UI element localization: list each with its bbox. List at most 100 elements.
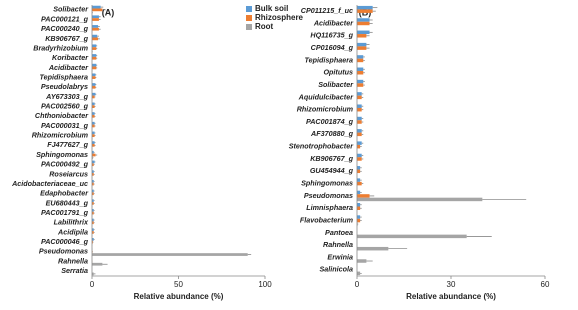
bar xyxy=(92,272,94,276)
category-label: Pseudolabrys xyxy=(41,82,88,91)
bar xyxy=(92,63,97,67)
bar xyxy=(92,54,97,57)
bar xyxy=(92,240,93,244)
bar xyxy=(357,5,373,10)
bar xyxy=(357,58,364,63)
category-label: PAC000031_g xyxy=(41,121,89,130)
bar xyxy=(92,112,95,115)
bar xyxy=(357,9,373,13)
bar xyxy=(92,66,97,70)
category-label: Acidobacteriaceae_uc xyxy=(11,179,88,188)
category-label: CP011215_f_uc xyxy=(301,6,353,15)
bar xyxy=(357,95,362,100)
bar xyxy=(357,166,361,170)
bar xyxy=(357,42,367,47)
bar xyxy=(92,228,94,232)
legend-label: Bulk soil xyxy=(255,4,288,13)
x-axis-label: Relative abundance (%) xyxy=(406,292,496,301)
bar xyxy=(92,56,97,60)
bar xyxy=(357,46,367,50)
x-tick-label: 0 xyxy=(355,280,360,289)
x-tick-label: 60 xyxy=(541,280,550,289)
bar xyxy=(357,83,364,87)
bar xyxy=(357,271,361,276)
bar xyxy=(92,150,94,154)
bar xyxy=(357,141,362,145)
category-label: Sphingomonas xyxy=(36,150,88,159)
bar xyxy=(92,189,94,193)
category-label: Stenotrophobacter xyxy=(289,142,354,151)
bar xyxy=(92,262,103,266)
category-label: Limnisphaera xyxy=(306,203,353,212)
bar xyxy=(357,55,364,59)
bar xyxy=(92,199,94,203)
bar xyxy=(92,73,96,77)
bar xyxy=(92,179,94,183)
legend-label: Rhizosphere xyxy=(255,13,304,22)
bar xyxy=(357,206,361,210)
category-label: PAC002560_g xyxy=(41,102,89,111)
bar xyxy=(357,120,362,124)
bar xyxy=(357,67,364,72)
bar xyxy=(92,105,95,108)
bar xyxy=(357,203,361,207)
bar xyxy=(92,44,97,48)
category-label: AF370880_g xyxy=(310,129,354,138)
category-label: PAC001874_g xyxy=(306,117,354,126)
x-tick-label: 50 xyxy=(174,280,183,289)
category-label: PAC000492_g xyxy=(41,160,89,169)
category-label: Pantoea xyxy=(325,228,353,237)
category-label: Flavobacterium xyxy=(300,215,354,224)
category-label: Pseudomonas xyxy=(39,247,88,256)
bar xyxy=(92,156,93,160)
bar xyxy=(92,163,94,167)
category-label: Pseudomonas xyxy=(304,191,353,200)
bar xyxy=(357,157,362,161)
category-label: Edaphobacter xyxy=(40,189,89,198)
bar xyxy=(357,30,370,35)
bar xyxy=(357,116,362,121)
category-label: Sphingomonas xyxy=(301,179,353,188)
category-label: PAC000121_g xyxy=(41,14,89,23)
bar xyxy=(92,83,96,86)
x-axis-label: Relative abundance (%) xyxy=(134,292,224,301)
bar xyxy=(92,95,95,99)
bar xyxy=(92,85,96,89)
category-label: EU680443_g xyxy=(46,198,89,207)
bar xyxy=(357,197,483,202)
category-label: Rhizomicrobium xyxy=(32,131,89,140)
bar xyxy=(92,160,95,164)
bar xyxy=(357,132,362,137)
bar xyxy=(92,253,248,256)
x-tick-label: 0 xyxy=(90,280,95,289)
bar xyxy=(92,5,101,9)
legend-swatch xyxy=(246,6,252,12)
bar xyxy=(92,131,95,135)
category-label: Rahnella xyxy=(58,256,88,265)
bar xyxy=(92,192,94,196)
category-label: Chthoniobacter xyxy=(35,111,89,120)
category-label: Salinicola xyxy=(319,265,353,274)
category-label: FJ477627_g xyxy=(47,140,88,149)
category-label: Bradyrhizobium xyxy=(33,43,88,52)
bar xyxy=(92,218,94,222)
bar xyxy=(92,34,98,38)
bar xyxy=(92,170,94,174)
bar xyxy=(357,215,361,219)
category-label: Koribacter xyxy=(52,53,89,62)
category-label: PAC000240_g xyxy=(41,24,89,33)
bar xyxy=(92,8,103,12)
bar xyxy=(92,153,96,157)
category-label: Acidibacter xyxy=(313,18,354,27)
bar xyxy=(92,102,95,106)
bar xyxy=(357,92,362,96)
bar xyxy=(92,202,94,205)
category-label: Labilithrix xyxy=(54,218,89,227)
bar xyxy=(357,104,362,108)
bar xyxy=(92,76,96,79)
bar xyxy=(357,246,389,251)
category-label: KB906767_g xyxy=(310,154,353,163)
bar xyxy=(92,182,94,186)
category-label: Acidipila xyxy=(57,227,88,236)
